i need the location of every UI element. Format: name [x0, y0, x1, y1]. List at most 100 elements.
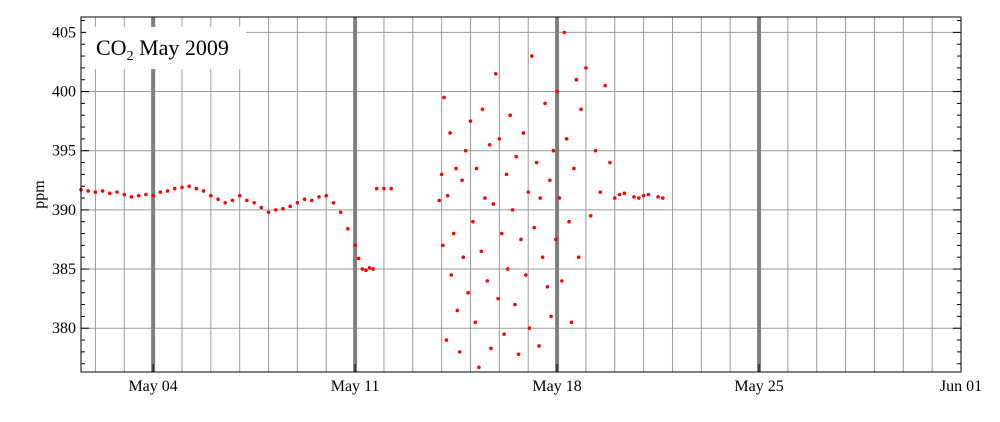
data-point — [460, 178, 464, 183]
data-point — [457, 350, 462, 354]
data-point — [454, 166, 458, 171]
data-point — [551, 148, 556, 153]
data-point — [497, 137, 502, 141]
data-point — [479, 249, 484, 254]
data-point — [187, 184, 191, 189]
data-point — [259, 205, 264, 210]
data-point — [656, 195, 660, 199]
data-point — [194, 186, 199, 191]
y-tick-label: 380 — [52, 320, 76, 337]
data-point — [115, 190, 119, 194]
data-point — [382, 186, 386, 191]
data-point — [532, 225, 537, 230]
data-point — [562, 30, 567, 35]
plot-frame — [80, 16, 962, 373]
data-point — [598, 190, 603, 194]
data-point — [237, 193, 242, 198]
data-point — [364, 268, 368, 273]
data-point — [317, 195, 321, 199]
data-point — [288, 204, 292, 209]
data-point — [502, 332, 506, 336]
data-point — [295, 200, 300, 205]
data-point — [603, 83, 607, 88]
data-point — [632, 195, 636, 199]
data-point — [560, 279, 564, 283]
data-point — [510, 208, 515, 212]
data-point — [441, 243, 445, 248]
data-point — [158, 190, 163, 194]
data-point — [554, 237, 558, 242]
data-point — [617, 192, 622, 197]
data-point — [374, 186, 379, 191]
data-point — [201, 189, 206, 193]
data-point — [485, 279, 490, 283]
data-point — [136, 193, 141, 198]
data-point — [574, 77, 579, 82]
data-point — [555, 89, 559, 94]
data-point — [576, 255, 581, 260]
data-point — [496, 296, 500, 301]
data-point — [86, 189, 91, 193]
data-point — [493, 72, 498, 76]
data-point — [519, 237, 523, 242]
data-point — [491, 202, 496, 206]
data-point — [252, 200, 256, 205]
data-point — [572, 166, 576, 171]
data-point — [584, 66, 588, 70]
data-point — [489, 346, 493, 351]
data-point — [524, 273, 528, 277]
data-point — [637, 196, 641, 200]
data-point — [245, 198, 249, 203]
data-point — [439, 172, 444, 177]
data-point — [641, 193, 646, 198]
data-point — [538, 196, 543, 200]
data-point — [477, 365, 481, 370]
y-tick-label: 385 — [52, 261, 76, 278]
x-tick-label: May 18 — [532, 378, 581, 395]
y-axis-label: ppm — [31, 180, 48, 209]
data-point — [513, 302, 517, 307]
data-point — [564, 137, 569, 141]
grid-layer — [81, 17, 962, 372]
data-point — [442, 95, 446, 100]
data-point — [463, 148, 468, 153]
y-tick-label: 405 — [52, 24, 76, 41]
data-point — [516, 352, 521, 357]
data-point — [437, 198, 442, 203]
data-point — [608, 160, 612, 165]
data-point — [612, 196, 617, 200]
chart-title-rest: May 2009 — [134, 35, 229, 60]
data-point — [540, 255, 545, 260]
data-point — [122, 192, 127, 197]
data-point — [100, 189, 105, 193]
data-point — [569, 320, 574, 325]
x-tick-labels: May 04 May 11 May 18 May 25 Jun 01 — [128, 378, 982, 395]
week-marker-layer — [151, 17, 762, 372]
data-point — [360, 267, 365, 271]
data-point — [331, 200, 336, 205]
data-point — [474, 166, 479, 171]
x-tick-label: May 04 — [128, 378, 177, 395]
data-point — [151, 193, 155, 198]
data-point — [144, 192, 148, 197]
data-point — [449, 273, 454, 277]
data-point — [588, 214, 593, 218]
data-point — [389, 186, 393, 191]
data-point — [445, 193, 450, 198]
data-point — [180, 185, 184, 190]
chart-title-main: CO — [96, 35, 127, 60]
y-tick-label: 400 — [52, 84, 76, 101]
data-point — [324, 193, 329, 198]
data-point — [448, 131, 452, 135]
data-point — [646, 192, 651, 197]
x-tick-label: May 25 — [734, 378, 783, 395]
data-point — [444, 338, 449, 342]
data-point — [530, 54, 534, 58]
data-point — [230, 198, 235, 203]
data-point — [266, 210, 271, 215]
data-point — [165, 189, 170, 193]
data-point — [471, 219, 475, 224]
data-point — [356, 256, 361, 261]
y-tick-labels: 380 385 390 395 400 405 — [52, 24, 76, 337]
